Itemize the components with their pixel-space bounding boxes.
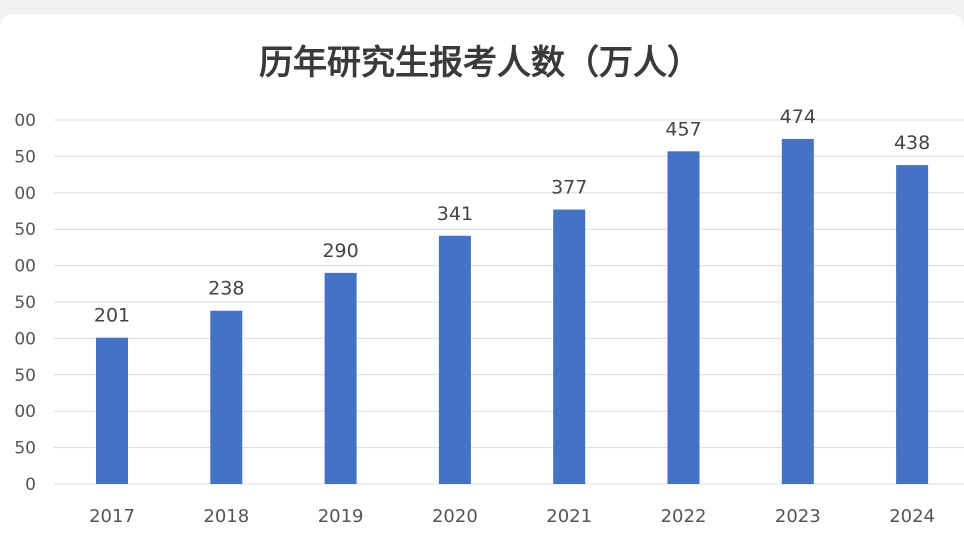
data-label-2022: 457 xyxy=(665,118,701,140)
y-tick-label: 00 xyxy=(14,402,36,422)
chart-card: 历年研究生报考人数（万人） 0 50 00 50 00 50 00 50 00 50 00 201 2… xyxy=(0,14,964,544)
y-tick-label: 50 xyxy=(14,220,36,240)
data-label-2017: 201 xyxy=(94,305,130,327)
y-tick-label: 50 xyxy=(14,366,36,386)
x-tick-label-2024: 2024 xyxy=(889,506,935,527)
y-tick-label: 50 xyxy=(14,147,36,167)
y-tick-label: 50 xyxy=(14,293,36,313)
data-label-2021: 377 xyxy=(551,177,587,199)
y-tick-label: 00 xyxy=(14,257,36,277)
x-tick-label-2023: 2023 xyxy=(775,506,821,527)
bar-2023 xyxy=(781,138,814,484)
x-axis-ticks: 2017 2018 2019 2020 2021 2022 2023 2024 xyxy=(89,506,935,527)
bar-2017 xyxy=(96,337,128,484)
x-tick-label-2018: 2018 xyxy=(203,506,249,527)
bar-2019 xyxy=(324,272,357,484)
data-labels: 201 238 290 341 377 457 474 438 xyxy=(94,106,930,327)
x-tick-label-2021: 2021 xyxy=(546,506,592,527)
y-tick-label: 00 xyxy=(14,184,36,204)
data-label-2019: 290 xyxy=(322,240,358,262)
x-tick-label-2022: 2022 xyxy=(661,506,707,527)
data-label-2024: 438 xyxy=(894,132,930,154)
bars xyxy=(96,138,929,485)
bar-2022 xyxy=(667,151,700,484)
bar-2021 xyxy=(553,209,586,484)
data-label-2023: 474 xyxy=(780,106,816,128)
y-tick-label: 00 xyxy=(14,111,36,131)
chart-title: 历年研究生报考人数（万人） xyxy=(259,43,701,83)
bar-2018 xyxy=(210,310,243,484)
y-tick-label: 00 xyxy=(14,329,36,349)
x-tick-label-2020: 2020 xyxy=(432,506,478,527)
x-tick-label-2019: 2019 xyxy=(318,506,364,527)
bar-2024 xyxy=(896,165,929,485)
bar-2020 xyxy=(438,235,471,484)
data-label-2020: 341 xyxy=(437,203,473,225)
data-label-2018: 238 xyxy=(208,278,244,300)
gridlines xyxy=(54,119,964,485)
x-tick-label-2017: 2017 xyxy=(89,506,135,527)
y-axis-ticks: 0 50 00 50 00 50 00 50 00 50 00 xyxy=(14,111,36,495)
y-tick-label: 50 xyxy=(14,439,36,459)
y-tick-label: 0 xyxy=(25,475,36,495)
